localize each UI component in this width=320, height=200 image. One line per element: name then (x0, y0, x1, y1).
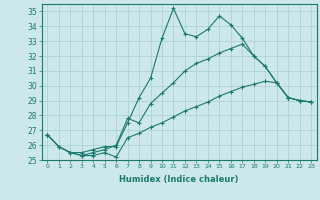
X-axis label: Humidex (Indice chaleur): Humidex (Indice chaleur) (119, 175, 239, 184)
